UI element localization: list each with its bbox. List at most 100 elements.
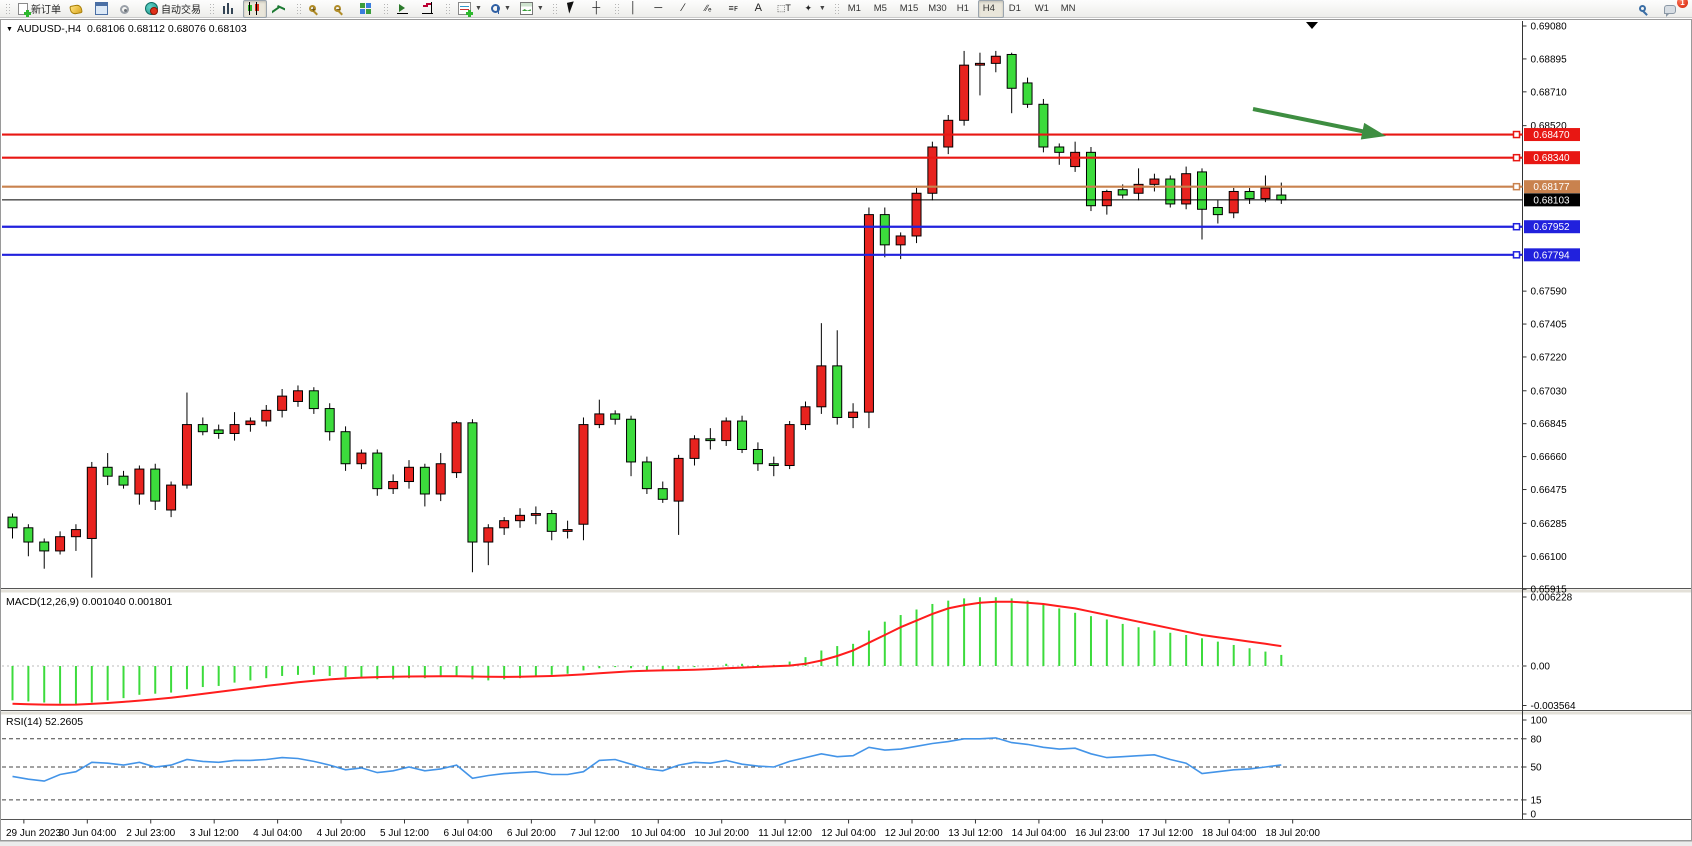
candle-bearish — [102, 466, 113, 477]
hline-anchor[interactable] — [1512, 222, 1521, 231]
macd-tick-label: 0.006228 — [1531, 593, 1573, 604]
candle-bullish — [959, 64, 970, 121]
candle-bullish — [166, 484, 177, 511]
toolbar-grip[interactable] — [613, 2, 619, 15]
candle-bullish — [86, 466, 97, 539]
auto-trading-icon — [145, 2, 158, 15]
chart-shift-button[interactable] — [417, 0, 441, 18]
date-label: 10 Jul 04:00 — [631, 828, 686, 839]
zoom-in-button[interactable]: + — [305, 0, 329, 18]
horizontal-line-button[interactable]: ─ — [648, 0, 672, 18]
rsi-tick-label: 100 — [1531, 716, 1548, 727]
auto-scroll-icon — [396, 2, 409, 15]
candle-bullish — [673, 457, 684, 502]
candle-bullish — [990, 55, 1001, 64]
text-button[interactable]: A — [748, 0, 772, 18]
auto-trading-button[interactable]: 自动交易 — [141, 0, 205, 18]
timeframe-button-h4[interactable]: H4 — [977, 0, 1004, 18]
vertical-line-button[interactable]: │ — [623, 0, 647, 18]
hline-anchor[interactable] — [1512, 182, 1521, 191]
templates-button[interactable]: ▼ — [516, 0, 548, 18]
toolbar-grip[interactable] — [296, 2, 301, 15]
candle-bearish — [1244, 190, 1255, 200]
toolbar-grip[interactable] — [551, 2, 557, 15]
alerts-button[interactable]: 1 — [1660, 0, 1688, 18]
date-label: 30 Jun 04:00 — [58, 828, 116, 839]
candle-bullish — [229, 424, 240, 434]
hline-anchor[interactable] — [1512, 130, 1521, 139]
crosshair-button[interactable]: ┼ — [586, 0, 610, 18]
price-tick-label: 0.66845 — [1531, 419, 1568, 430]
date-label: 2 Jul 23:00 — [126, 828, 175, 839]
chart-canvas[interactable]: 0.69080 0.68895 0.68710 0.68520 0.67590 0.674… — [0, 19, 1692, 841]
candle-bearish — [1085, 151, 1096, 207]
toolbar-grip[interactable] — [445, 2, 450, 15]
indicators-button[interactable]: ▼ — [454, 0, 486, 18]
candle-bullish — [181, 424, 192, 486]
timeframe-button-m5[interactable]: M5 — [873, 3, 887, 14]
date-label: 10 Jul 20:00 — [694, 828, 749, 839]
text-label-button[interactable]: ⬚T — [773, 0, 797, 18]
periods-button[interactable]: ▼ — [487, 0, 515, 18]
candle-bullish — [721, 420, 732, 442]
price-tick-label: 0.66475 — [1531, 485, 1568, 496]
signals-button[interactable] — [116, 0, 140, 18]
annotation-arrow-shaft[interactable] — [1252, 107, 1370, 135]
trendline-button[interactable]: ∕ — [673, 0, 697, 18]
line-chart-mode-button[interactable] — [268, 0, 292, 18]
price-line-badge — [1524, 128, 1580, 142]
candle-bearish — [372, 452, 383, 490]
chart-window[interactable]: 0.69080 0.68895 0.68710 0.68520 0.67590 0.674… — [0, 19, 1692, 841]
timeframe-button-m15[interactable]: M15 — [899, 3, 919, 14]
toolbar-grip[interactable] — [5, 2, 10, 15]
candle-bearish — [1117, 189, 1128, 196]
arrows-button[interactable]: ✦ ▼ — [798, 0, 830, 18]
timeframe-button-mn[interactable]: MN — [1060, 3, 1076, 14]
chevron-down-icon: ▼ — [818, 5, 826, 12]
chart-shift-marker-icon[interactable] — [1306, 22, 1318, 29]
toolbar-grip[interactable] — [383, 2, 388, 15]
candle-bullish — [784, 424, 795, 467]
zoom-in-icon: + — [309, 5, 316, 14]
toolbar-grip[interactable] — [209, 2, 214, 15]
collapse-caret-icon[interactable]: ▼ — [6, 26, 13, 33]
date-label: 6 Jul 20:00 — [507, 828, 556, 839]
cursor-button[interactable] — [561, 0, 585, 18]
candle-bearish — [610, 413, 621, 420]
timeframe-button-h1[interactable]: H1 — [956, 3, 969, 14]
styler-button[interactable] — [66, 0, 90, 18]
timeframe-button-m30[interactable]: M30 — [928, 3, 947, 14]
panel-separator[interactable] — [1, 711, 1691, 715]
hline-anchor[interactable] — [1512, 251, 1521, 259]
timeframe-button-w1[interactable]: W1 — [1034, 3, 1049, 14]
channel-button[interactable]: ∕∕ₑ — [698, 0, 722, 18]
candlestick-icon — [247, 2, 260, 15]
new-order-button[interactable]: 新订单 — [14, 0, 65, 18]
symbol-ohlc-line[interactable]: ▼ AUDUSD-,H4 0.68106 0.68112 0.68076 0.68… — [6, 23, 247, 35]
candle-bullish — [245, 420, 256, 426]
notification-badge: 1 — [1677, 0, 1688, 8]
price-tick-label: 0.67220 — [1531, 352, 1568, 363]
search-button[interactable] — [1635, 0, 1659, 18]
fibonacci-button[interactable]: ≡ꜰ — [723, 0, 747, 18]
bar-chart-mode-button[interactable] — [218, 0, 242, 18]
auto-scroll-button[interactable] — [392, 0, 416, 18]
candle-bearish — [879, 214, 890, 246]
new-chart-button[interactable] — [91, 0, 115, 18]
candle-bullish — [927, 146, 938, 194]
timeframe-button-m1[interactable]: M1 — [847, 3, 861, 14]
candle-bullish — [388, 481, 399, 490]
panel-separator[interactable] — [1, 589, 1691, 593]
candle-bullish — [261, 409, 272, 422]
candle-bearish — [752, 448, 763, 465]
candle-bullish — [70, 529, 81, 538]
zoom-out-button[interactable]: − — [330, 0, 354, 18]
annotation-arrow-head-icon[interactable] — [1360, 122, 1386, 140]
candlestick-mode-button[interactable] — [243, 0, 267, 18]
date-label: 16 Jul 23:00 — [1075, 828, 1130, 839]
candle-bullish — [483, 527, 494, 543]
toolbar-grip[interactable] — [833, 2, 839, 15]
tile-windows-button[interactable] — [355, 0, 379, 18]
timeframe-button-d1[interactable]: D1 — [1008, 3, 1021, 14]
hline-anchor[interactable] — [1512, 153, 1521, 162]
